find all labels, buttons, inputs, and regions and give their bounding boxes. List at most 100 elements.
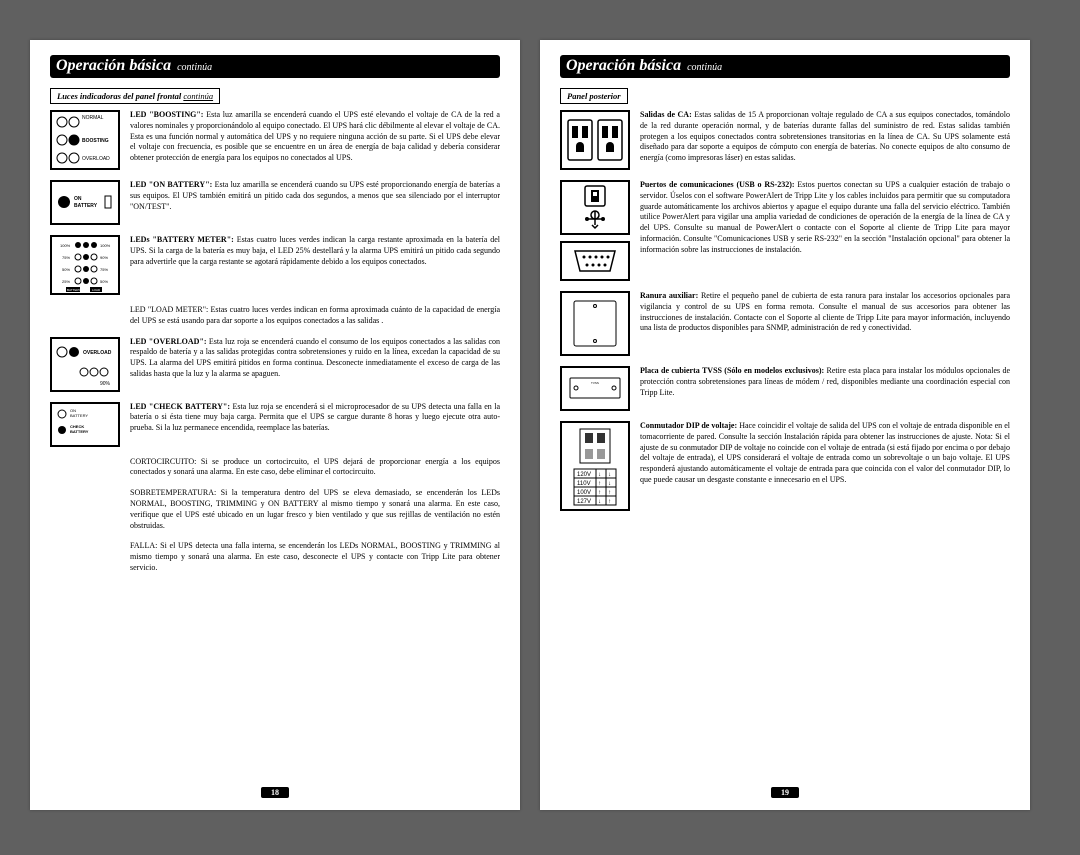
dip-v0: 120V [577, 472, 591, 478]
puertos-body: Estos puertos conectan su UPS a cualquie… [640, 180, 1010, 254]
dip-v1: 110V [577, 481, 591, 487]
puertos-text: Puertos de comunicaciones (USB o RS-232)… [640, 180, 1010, 256]
falla-body: Si el UPS detecta una falla interna, se … [130, 541, 500, 572]
checkbattery-text: LED "CHECK BATTERY": Esta luz roja se en… [130, 402, 500, 434]
row-dip: 120V 110V 100V 127V ↓ ↓ ↑ ↓ ↑ ↑ ↓ ↑ Conmutad… [560, 421, 1010, 511]
page-number-right: 19 [771, 787, 799, 798]
tvss-plate-icon: TVSS [560, 366, 630, 411]
sub-bar-left: Luces indicadoras del panel frontal cont… [50, 88, 220, 104]
sobre-label: SOBRETEMPERATURA: [130, 488, 216, 497]
svg-text:75%: 75% [100, 267, 108, 272]
dip-v2: 100V [577, 490, 591, 496]
onbattery-text: LED "ON BATTERY": Esta luz amarilla se e… [130, 180, 500, 212]
salidas-text: Salidas de CA: Estas salidas de 15 A pro… [640, 110, 1010, 164]
row-placa: TVSS Placa de cubierta TVSS (Sólo en mod… [560, 366, 1010, 411]
svg-text:100%: 100% [60, 243, 71, 248]
svg-text:↓: ↓ [598, 472, 601, 478]
row-checkbattery: ON BATTERY CHECK BATTERY LED "CHECK BATT… [50, 402, 500, 447]
svg-text:↓: ↓ [608, 481, 611, 487]
row-boosting: NORMAL BOOSTING OVERLOAD LED "BOOSTING":… [50, 110, 500, 170]
falla-label: FALLA: [130, 541, 157, 550]
dip-text: Conmutador DIP de voltaje: Hace coincidi… [640, 421, 1010, 486]
svg-text:50%: 50% [100, 279, 108, 284]
placa-label: Placa de cubierta TVSS (Sólo en modelos … [640, 366, 824, 375]
aux-slot-icon [560, 291, 630, 356]
svg-text:90%: 90% [100, 381, 111, 387]
svg-text:ON: ON [74, 196, 82, 202]
dip-label: Conmutador DIP de voltaje: [640, 421, 737, 430]
svg-text:OVERLOAD: OVERLOAD [82, 156, 110, 162]
svg-text:OVERLOAD: OVERLOAD [83, 350, 112, 356]
svg-text:↑: ↑ [608, 490, 611, 496]
svg-text:BATTERY: BATTERY [70, 413, 88, 418]
boosting-label: LED "BOOSTING": [130, 110, 203, 119]
batterymeter-icon: 100% 100% 75% 90% 50% 75% 25% 50% BATTE [50, 235, 120, 295]
svg-text:↓: ↓ [608, 472, 611, 478]
svg-text:75%: 75% [62, 255, 70, 260]
page-right: Operación básica continúa Panel posterio… [540, 40, 1030, 810]
salidas-body: Estas salidas de 15 A proporcionan volta… [640, 110, 1010, 162]
row-salidas: Salidas de CA: Estas salidas de 15 A pro… [560, 110, 1010, 170]
document-spread: Operación básica continúa Luces indicado… [0, 0, 1080, 850]
salidas-label: Salidas de CA: [640, 110, 692, 119]
title-bar-left: Operación básica continúa [50, 55, 500, 78]
row-loadmeter: LED "LOAD METER": Estas cuatro luces ver… [130, 305, 500, 327]
overload-icon: OVERLOAD 90% [50, 337, 120, 392]
onbattery-label: LED "ON BATTERY": [130, 180, 212, 189]
page-left: Operación básica continúa Luces indicado… [30, 40, 520, 810]
row-batterymeter: 100% 100% 75% 90% 50% 75% 25% 50% BATTE [50, 235, 500, 295]
sub-title-right: Panel posterior [567, 91, 621, 101]
batterymeter-text: LEDs "BATTERY METER": Estas cuatro luces… [130, 235, 500, 267]
onbattery-panel-icon: ON BATTERY [50, 180, 120, 225]
row-falla: FALLA: Si el UPS detecta una falla inter… [130, 541, 500, 573]
svg-text:BATTERY: BATTERY [74, 203, 98, 209]
svg-text:BATTERY: BATTERY [70, 429, 89, 434]
svg-text:↓: ↓ [598, 499, 601, 505]
boosting-panel-icon: NORMAL BOOSTING OVERLOAD [50, 110, 120, 170]
title-cont-right: continúa [687, 62, 722, 73]
dip-switch-icon: 120V 110V 100V 127V ↓ ↓ ↑ ↓ ↑ ↑ ↓ ↑ [560, 421, 630, 511]
comm-ports-icon [560, 180, 630, 281]
svg-text:100%: 100% [100, 243, 111, 248]
ranura-label: Ranura auxiliar: [640, 291, 698, 300]
overload-label: LED "OVERLOAD": [130, 337, 207, 346]
title-bar-right: Operación básica continúa [560, 55, 1010, 78]
svg-text:25%: 25% [62, 279, 70, 284]
title-main-right: Operación básica [566, 57, 681, 74]
svg-text:↑: ↑ [598, 481, 601, 487]
corto-label: CORTOCIRCUITO: [130, 457, 196, 466]
row-onbattery: ON BATTERY LED "ON BATTERY": Esta luz am… [50, 180, 500, 225]
row-overload: OVERLOAD 90% LED "OVERLOAD": Esta luz ro… [50, 337, 500, 392]
title-main-left: Operación básica [56, 57, 171, 74]
svg-text:TVSS: TVSS [591, 381, 599, 385]
dip-v3: 127V [577, 499, 591, 505]
svg-text:LOAD: LOAD [92, 288, 101, 292]
svg-text:NORMAL: NORMAL [82, 115, 104, 121]
batterymeter-label: LEDs "BATTERY METER": [130, 235, 234, 244]
sub-title-left: Luces indicadoras del panel frontal [57, 91, 181, 101]
row-ranura: Ranura auxiliar: Retire el pequeño panel… [560, 291, 1010, 356]
boosting-text: LED "BOOSTING": Esta luz amarilla se enc… [130, 110, 500, 164]
svg-text:↑: ↑ [608, 499, 611, 505]
svg-text:BATTERY: BATTERY [67, 288, 81, 292]
svg-text:BOOSTING: BOOSTING [82, 138, 109, 144]
row-sobretemperatura: SOBRETEMPERATURA: Si la temperatura dent… [130, 488, 500, 531]
sub-bar-right: Panel posterior [560, 88, 628, 104]
svg-text:↑: ↑ [598, 490, 601, 496]
content-right: Salidas de CA: Estas salidas de 15 A pro… [560, 110, 1010, 521]
dip-body: Hace coincidir el voltaje de salida del … [640, 421, 1010, 484]
title-cont-left: continúa [177, 62, 212, 73]
row-cortocircuito: CORTOCIRCUITO: Si se produce un cortocir… [130, 457, 500, 479]
overload-text: LED "OVERLOAD": Esta luz roja se encende… [130, 337, 500, 380]
checkbattery-label: LED "CHECK BATTERY": [130, 402, 230, 411]
loadmeter-label: LED "LOAD METER": [130, 305, 208, 314]
checkbattery-icon: ON BATTERY CHECK BATTERY [50, 402, 120, 447]
svg-text:90%: 90% [100, 255, 108, 260]
content-left: NORMAL BOOSTING OVERLOAD LED "BOOSTING":… [50, 110, 500, 584]
puertos-label: Puertos de comunicaciones (USB o RS-232)… [640, 180, 795, 189]
sub-cont-left: continúa [183, 91, 213, 101]
row-puertos: Puertos de comunicaciones (USB o RS-232)… [560, 180, 1010, 281]
ranura-text: Ranura auxiliar: Retire el pequeño panel… [640, 291, 1010, 334]
placa-text: Placa de cubierta TVSS (Sólo en modelos … [640, 366, 1010, 398]
ac-outlet-icon [560, 110, 630, 170]
